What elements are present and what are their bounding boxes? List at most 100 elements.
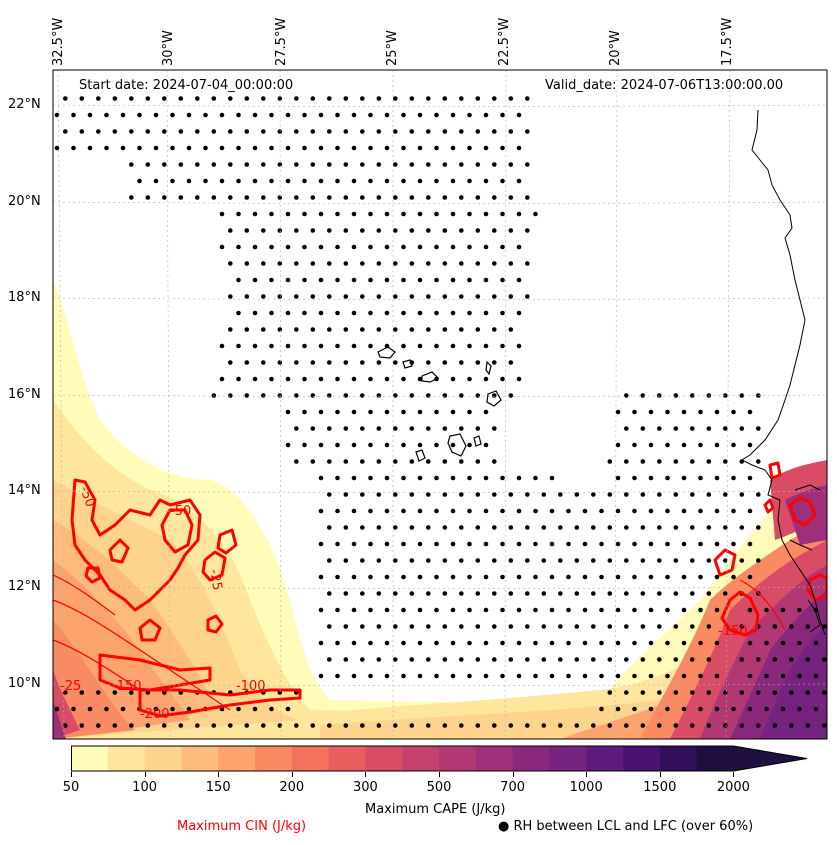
rh-dot xyxy=(401,475,406,481)
rh-dot xyxy=(285,442,291,448)
rh-dot xyxy=(657,525,662,530)
rh-dot xyxy=(327,129,332,134)
rh-dot xyxy=(549,574,555,580)
rh-dot xyxy=(516,541,522,547)
rh-dot xyxy=(310,228,316,233)
graticule xyxy=(53,70,827,739)
rh-dot xyxy=(302,343,307,349)
rh-dot xyxy=(417,244,423,250)
rh-dot xyxy=(162,162,167,167)
colorbar-tick-mark xyxy=(71,772,72,777)
rh-dot xyxy=(409,525,415,530)
rh-dot xyxy=(343,624,349,629)
rh-dot xyxy=(376,624,382,629)
rh-dot xyxy=(368,673,373,679)
rh-dot xyxy=(244,129,250,134)
rh-dot xyxy=(483,508,489,514)
rh-dot xyxy=(393,657,398,662)
rh-dot xyxy=(195,129,200,134)
rh-dot xyxy=(706,525,712,530)
rh-dot xyxy=(706,426,712,431)
rh-dot xyxy=(665,640,670,646)
rh-dot xyxy=(318,310,324,316)
rh-dot xyxy=(96,129,101,134)
rh-dot xyxy=(426,195,431,200)
rh-dot xyxy=(401,112,406,118)
rh-dot xyxy=(343,723,349,728)
rh-dot xyxy=(624,525,629,530)
rh-dot xyxy=(335,112,340,118)
lat-label: 22°N xyxy=(8,97,41,112)
rh-dot xyxy=(368,244,373,250)
rh-dot xyxy=(500,178,505,184)
rh-dot xyxy=(624,591,629,596)
rh-dot xyxy=(335,475,340,481)
rh-dot xyxy=(162,723,167,728)
rh-dot xyxy=(591,591,596,596)
rh-dot xyxy=(294,327,299,332)
rh-dot xyxy=(624,690,629,695)
rh-dot xyxy=(640,591,646,596)
rh-dot xyxy=(500,277,505,283)
rh-dot xyxy=(714,607,720,613)
rh-dot xyxy=(178,162,184,167)
rh-dot xyxy=(261,393,266,398)
rh-dot xyxy=(219,178,225,184)
rh-dot xyxy=(698,706,703,712)
rh-dot xyxy=(492,723,497,728)
rh-dot xyxy=(533,574,538,580)
rh-dot xyxy=(376,261,382,266)
rh-dot xyxy=(302,277,307,283)
rh-dot xyxy=(417,409,423,415)
rh-dot xyxy=(483,376,489,382)
rh-dot xyxy=(219,112,225,118)
rh-dot xyxy=(525,525,530,530)
rh-dot xyxy=(277,96,283,101)
rh-dot xyxy=(261,360,266,365)
contour-label: -100 xyxy=(236,679,266,694)
rh-legend: ● RH between LCL and LFC (over 60%) xyxy=(498,819,753,834)
rh-dot xyxy=(582,673,588,679)
rh-dot xyxy=(599,640,604,646)
rh-dot xyxy=(756,690,761,695)
rh-dot xyxy=(360,723,365,728)
lat-label: 10°N xyxy=(8,676,41,691)
rh-dot xyxy=(376,723,382,728)
rh-dot xyxy=(525,195,530,200)
rh-dot xyxy=(318,409,324,415)
rh-dot xyxy=(376,96,382,101)
rh-dot xyxy=(368,178,373,184)
rh-dot xyxy=(236,343,241,349)
rh-dot xyxy=(442,360,448,365)
rh-dot xyxy=(690,492,695,497)
rh-dot xyxy=(285,112,291,118)
rh-dot xyxy=(533,211,538,217)
rh-dot xyxy=(137,112,142,118)
rh-dot xyxy=(195,96,200,101)
rh-dot xyxy=(96,690,101,695)
lat-label: 20°N xyxy=(8,194,41,209)
rh-dot xyxy=(211,195,217,200)
rh-dot xyxy=(129,690,134,695)
rh-dot xyxy=(228,294,233,299)
rh-dot xyxy=(549,508,555,514)
cin-contours xyxy=(70,461,827,718)
rh-dot xyxy=(261,96,266,101)
rh-dot xyxy=(393,459,398,464)
rh-dot xyxy=(269,112,274,118)
rh-dot xyxy=(657,591,662,596)
rh-dot xyxy=(318,277,324,283)
rh-dot xyxy=(302,112,307,118)
rh-dot xyxy=(772,690,778,695)
rh-dot xyxy=(393,360,398,365)
cin-contour-labels: -150 -100 -150 -50 -50 -25 -200 -25 xyxy=(60,484,748,722)
rh-dot xyxy=(475,162,481,167)
rh-dot xyxy=(467,343,472,349)
rh-dot xyxy=(219,211,225,217)
rh-dot xyxy=(698,475,703,481)
rh-dot xyxy=(607,558,613,563)
rh-dot xyxy=(731,574,736,580)
rh-dot xyxy=(591,723,596,728)
rh-dot xyxy=(492,657,497,662)
rh-dot xyxy=(574,624,580,629)
